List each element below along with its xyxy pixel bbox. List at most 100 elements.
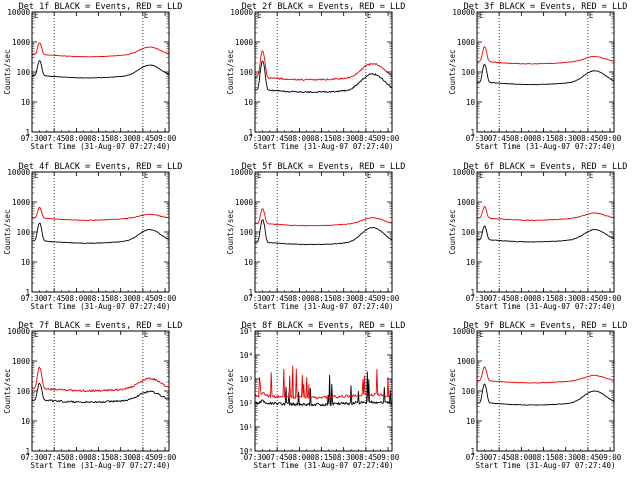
x-tick-label: 08:00 xyxy=(288,453,311,462)
series-lld-line xyxy=(476,206,614,221)
x-tick-label: 09:00 xyxy=(377,134,400,143)
y-tick-label: 1000 xyxy=(457,38,476,47)
y-tick-label: 10000 xyxy=(7,8,30,17)
y-tick-label: 100 xyxy=(461,228,475,237)
y-axis-label: Counts/sec xyxy=(448,209,457,254)
y-tick-label: 10⁰ xyxy=(239,447,253,456)
x-tick-label: 08:15 xyxy=(532,453,555,462)
chart-panel-5: Det 5f BLACK = Events, RED = LLD 07:30 07:… xyxy=(226,162,405,311)
y-tick-label: 10 xyxy=(21,258,31,267)
y-tick-label: 1 xyxy=(25,288,30,297)
y-axis-label: Counts/sec xyxy=(3,209,12,254)
x-tick-label: 09:00 xyxy=(154,453,177,462)
plot-frame xyxy=(476,171,615,293)
y-axis-label: Counts/sec xyxy=(3,368,12,413)
y-tick-label: 10000 xyxy=(452,168,475,177)
x-tick-label: 08:45 xyxy=(355,134,378,143)
series-lld-line xyxy=(476,46,614,65)
y-tick-label: 1000 xyxy=(457,198,476,207)
series-events-line xyxy=(476,383,615,406)
e-marker-left: E xyxy=(257,11,262,20)
plot-frame xyxy=(254,11,393,133)
x-tick-label: 08:45 xyxy=(577,134,600,143)
x-tick-label: 08:15 xyxy=(532,134,555,143)
chart-title: Det 6f BLACK = Events, RED = LLD xyxy=(464,162,628,172)
y-tick-label: 100 xyxy=(16,387,30,396)
y-axis-label: Counts/sec xyxy=(226,368,235,413)
x-tick-label: 09:00 xyxy=(599,453,622,462)
x-tick-label: 07:45 xyxy=(43,294,66,303)
y-tick-label: 10000 xyxy=(7,327,30,336)
series-events-line xyxy=(476,63,614,86)
y-tick-label: 1000 xyxy=(235,38,254,47)
x-tick-label: 07:45 xyxy=(43,134,66,143)
x-tick-label: 08:15 xyxy=(310,453,333,462)
y-tick-label: 10⁴ xyxy=(239,351,253,360)
e-marker-right: E xyxy=(367,171,372,180)
x-tick-label: 08:45 xyxy=(132,294,155,303)
x-tick-label: 07:30 xyxy=(244,453,267,462)
e-marker-right: E xyxy=(144,330,149,339)
x-axis-label: Start Time (31-Aug-07 07:27:40) xyxy=(31,302,171,311)
x-tick-label: 09:00 xyxy=(154,134,177,143)
y-axis-label: Counts/sec xyxy=(226,209,235,254)
chart-panel-4: Det 4f BLACK = Events, RED = LLD 07:30 07:… xyxy=(3,162,182,311)
y-tick-label: 100 xyxy=(16,228,30,237)
x-tick-label: 08:00 xyxy=(510,134,533,143)
x-axis-label: Start Time (31-Aug-07 07:27:40) xyxy=(476,461,616,470)
x-tick-label: 08:30 xyxy=(332,134,355,143)
y-tick-label: 1 xyxy=(248,128,253,137)
y-tick-label: 10¹ xyxy=(239,423,253,432)
y-tick-label: 1 xyxy=(470,447,475,456)
series-lld-line xyxy=(254,50,393,81)
e-marker-left: E xyxy=(479,11,484,20)
x-tick-label: 07:30 xyxy=(244,294,267,303)
e-marker-left: E xyxy=(34,171,39,180)
x-tick-label: 08:00 xyxy=(510,294,533,303)
y-tick-label: 10 xyxy=(466,417,476,426)
x-tick-label: 08:00 xyxy=(65,453,88,462)
y-tick-label: 100 xyxy=(461,387,475,396)
x-tick-label: 07:30 xyxy=(21,453,44,462)
x-tick-label: 08:45 xyxy=(132,134,155,143)
y-tick-label: 10⁵ xyxy=(239,327,253,336)
y-tick-label: 100 xyxy=(239,228,253,237)
plot-frame xyxy=(31,171,170,293)
chart-title: Det 9f BLACK = Events, RED = LLD xyxy=(464,321,628,331)
e-marker-left: E xyxy=(479,330,484,339)
x-tick-label: 08:15 xyxy=(87,453,110,462)
chart-panel-6: Det 6f BLACK = Events, RED = LLD 07:30 07:… xyxy=(448,162,627,311)
x-tick-label: 09:00 xyxy=(377,453,400,462)
x-tick-label: 08:00 xyxy=(65,134,88,143)
x-tick-label: 08:45 xyxy=(132,453,155,462)
x-tick-label: 09:00 xyxy=(154,294,177,303)
x-axis-label: Start Time (31-Aug-07 07:27:40) xyxy=(254,142,394,151)
x-tick-label: 09:00 xyxy=(599,134,622,143)
x-tick-label: 08:30 xyxy=(554,453,577,462)
x-tick-label: 07:30 xyxy=(466,453,489,462)
x-axis-label: Start Time (31-Aug-07 07:27:40) xyxy=(254,302,394,311)
x-tick-label: 07:45 xyxy=(266,134,289,143)
y-axis-label: Counts/sec xyxy=(448,49,457,94)
y-tick-label: 10 xyxy=(466,258,476,267)
x-tick-label: 07:45 xyxy=(488,134,511,143)
x-tick-label: 09:00 xyxy=(599,294,622,303)
plot-frame xyxy=(476,11,615,133)
x-tick-label: 08:30 xyxy=(109,134,132,143)
y-tick-label: 10000 xyxy=(452,327,475,336)
series-lld-line xyxy=(31,366,170,393)
y-tick-label: 1000 xyxy=(12,198,31,207)
y-tick-label: 10 xyxy=(244,98,254,107)
chart-panel-1: Det 1f BLACK = Events, RED = LLD 07:30 07:… xyxy=(3,2,182,151)
e-marker-right: E xyxy=(367,11,372,20)
chart-panel-3: Det 3f BLACK = Events, RED = LLD 07:30 07:… xyxy=(448,2,627,151)
x-tick-label: 08:45 xyxy=(355,453,378,462)
series-events-line xyxy=(31,382,170,404)
y-tick-label: 10 xyxy=(21,98,31,107)
e-marker-right: E xyxy=(144,171,149,180)
y-axis-label: Counts/sec xyxy=(226,49,235,94)
chart-panel-8: Det 8f BLACK = Events, RED = LLD 07:30 07:… xyxy=(226,321,405,470)
x-tick-label: 07:45 xyxy=(488,294,511,303)
